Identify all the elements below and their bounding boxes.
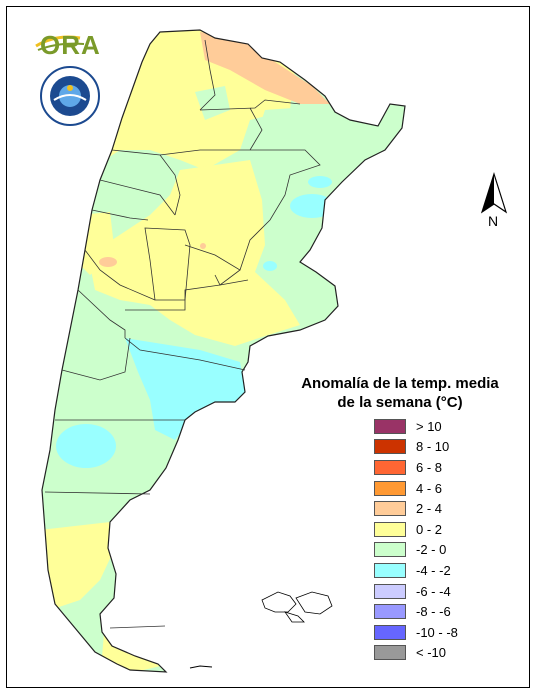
- legend-label: 6 - 8: [416, 459, 443, 475]
- legend-swatch: [374, 604, 406, 620]
- north-arrow-icon: [480, 172, 508, 214]
- legend-item: 8 - 10: [374, 437, 494, 458]
- legend-item: -6 - -4: [374, 581, 494, 602]
- ora-logo-icon: [35, 35, 85, 51]
- legend-item: < -10: [374, 643, 494, 664]
- malvinas-islands: [261, 591, 333, 623]
- legend-label: 8 - 10: [416, 439, 450, 455]
- isla-estados: [189, 665, 213, 669]
- anomaly-zone-ne-orange: [200, 32, 330, 104]
- legend: > 10 8 - 10 6 - 8 4 - 6 2 - 4 0 - 2 -2 - 0 -4 -…: [374, 416, 494, 663]
- anomaly-zone-south-yellow: [42, 522, 115, 610]
- legend-swatch: [374, 542, 406, 558]
- legend-item: -2 - 0: [374, 540, 494, 561]
- legend-label: 0 - 2: [416, 521, 443, 537]
- legend-title: Anomalía de la temp. media de la semana …: [290, 374, 510, 412]
- legend-item: 6 - 8: [374, 457, 494, 478]
- anomaly-zone-chubut-cyan: [56, 424, 116, 468]
- ora-logo-text: ORA: [40, 30, 101, 60]
- legend-title-line2: de la semana (°C): [337, 394, 463, 411]
- anomaly-zone-ne-cyan-2: [308, 176, 332, 188]
- legend-item: 4 - 6: [374, 478, 494, 499]
- legend-label: -6 - -4: [416, 583, 451, 599]
- anomaly-zone-central-yellow: [90, 160, 300, 346]
- legend-swatch: [374, 521, 406, 537]
- legend-swatch: [374, 459, 406, 475]
- legend-swatch: [374, 562, 406, 578]
- legend-swatch: [374, 583, 406, 599]
- anomaly-spot-orange-2: [200, 243, 206, 249]
- legend-label: -8 - -6: [416, 604, 451, 620]
- legend-item: 2 - 4: [374, 498, 494, 519]
- province-boundaries: [44, 39, 321, 629]
- smn-seal-icon: [40, 66, 100, 126]
- anomaly-zone-nw-green: [195, 86, 230, 120]
- legend-label: > 10: [416, 418, 442, 434]
- anomaly-zone-ne-cyan: [290, 194, 334, 218]
- legend-item: -10 - -8: [374, 622, 494, 643]
- legend-title-line1: Anomalía de la temp. media: [301, 375, 499, 392]
- anomaly-zone-east-cyan: [263, 261, 277, 271]
- legend-label: 4 - 6: [416, 480, 443, 496]
- legend-label: -10 - -8: [416, 624, 458, 640]
- legend-swatch: [374, 645, 406, 661]
- legend-item: -8 - -6: [374, 601, 494, 622]
- anomaly-spot-orange: [99, 257, 117, 267]
- legend-swatch: [374, 439, 406, 455]
- legend-swatch: [374, 501, 406, 517]
- legend-swatch: [374, 624, 406, 640]
- legend-label: 2 - 4: [416, 501, 443, 517]
- legend-label: < -10: [416, 645, 446, 661]
- legend-label: -4 - -2: [416, 562, 451, 578]
- legend-swatch: [374, 480, 406, 496]
- north-label: N: [488, 213, 499, 229]
- legend-label: -2 - 0: [416, 542, 447, 558]
- legend-item: > 10: [374, 416, 494, 437]
- legend-item: 0 - 2: [374, 519, 494, 540]
- legend-swatch: [374, 418, 406, 434]
- legend-item: -4 - -2: [374, 560, 494, 581]
